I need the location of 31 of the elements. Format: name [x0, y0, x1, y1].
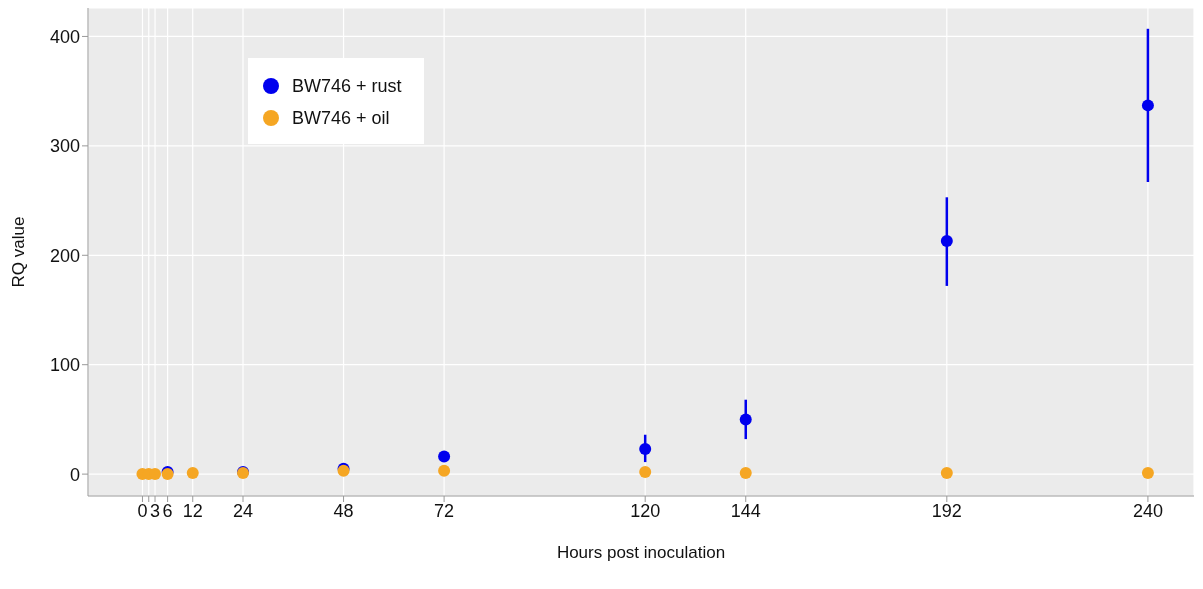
y-tick-label: 300 — [49, 136, 80, 157]
x-tick-label: 6 — [162, 500, 173, 521]
point — [1141, 99, 1154, 112]
point — [940, 235, 953, 248]
point — [438, 450, 451, 463]
x-tick-label: 48 — [333, 500, 354, 521]
y-tick-label: 100 — [49, 355, 80, 376]
y-tick-label: 400 — [49, 26, 80, 47]
x-tick-label: 3 — [150, 500, 161, 521]
point — [639, 465, 652, 478]
x-tick-label: 120 — [630, 500, 661, 521]
point — [940, 467, 953, 480]
point — [739, 413, 752, 426]
x-tick-label: 72 — [434, 500, 455, 521]
legend-label: BW746 + rust — [292, 75, 402, 98]
point — [438, 464, 451, 477]
x-tick-label: 24 — [232, 500, 254, 521]
point — [186, 467, 199, 480]
legend-label: BW746 + oil — [292, 107, 390, 130]
x-tick-label: 144 — [730, 500, 761, 521]
x-tick-label: 0 — [137, 500, 148, 521]
point — [739, 467, 752, 480]
y-tick-label: 200 — [49, 245, 80, 266]
x-tick-label: 240 — [1132, 500, 1163, 521]
x-axis-title: Hours post inoculation — [556, 543, 726, 562]
point — [639, 442, 652, 455]
x-tick-label: 192 — [931, 500, 962, 521]
point — [1141, 467, 1154, 480]
y-tick-label: 0 — [69, 464, 80, 485]
x-tick-label: 12 — [182, 500, 203, 521]
y-axis-title: RQ value — [9, 216, 29, 288]
